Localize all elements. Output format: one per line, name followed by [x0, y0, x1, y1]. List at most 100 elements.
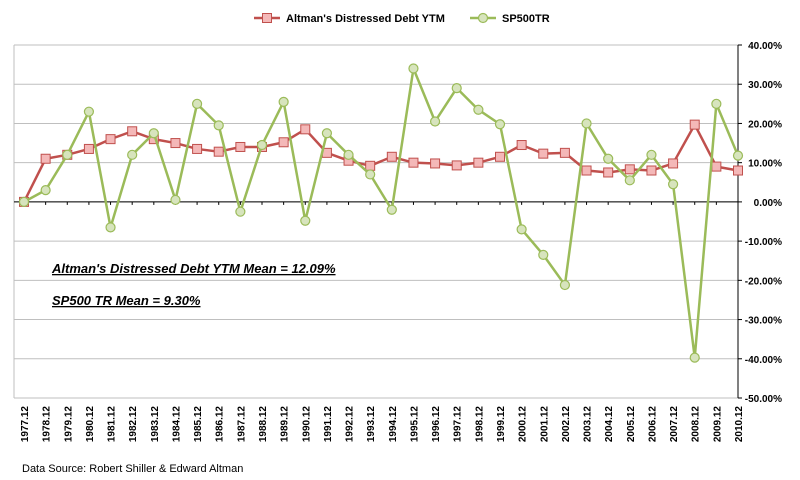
data-point: [429, 116, 441, 127]
legend-marker: [262, 13, 272, 23]
data-point: [451, 83, 462, 94]
data-point: [667, 179, 679, 190]
x-tick-label: 2009.12: [712, 406, 723, 443]
data-point: [559, 147, 570, 158]
x-tick-label: 2001.12: [539, 406, 550, 443]
data-point: [213, 146, 224, 157]
x-tick-label: 1980.12: [85, 406, 96, 443]
data-point: [83, 106, 95, 117]
data-point: [408, 157, 419, 168]
x-tick-label: 1987.12: [236, 406, 247, 443]
data-point: [646, 165, 657, 176]
data-point: [733, 165, 743, 176]
x-tick-label: 2005.12: [626, 406, 637, 443]
data-point: [603, 167, 614, 178]
data-point: [473, 104, 484, 115]
x-tick-label: 1994.12: [388, 406, 399, 443]
data-point: [516, 224, 527, 235]
data-point: [559, 279, 571, 291]
x-tick-label: 1988.12: [258, 406, 269, 443]
series-line-1: [23, 67, 740, 359]
y-tick-label: 20.00%: [748, 119, 782, 130]
x-tick-label: 1996.12: [431, 406, 442, 443]
data-point: [83, 143, 94, 154]
data-point: [256, 139, 268, 151]
y-tick-label: 0.00%: [754, 198, 782, 209]
data-point: [624, 175, 635, 186]
x-tick-label: 1986.12: [215, 406, 226, 443]
data-point: [689, 119, 700, 130]
data-point: [321, 128, 333, 139]
data-point: [127, 149, 138, 160]
data-point: [365, 169, 376, 180]
data-point: [581, 118, 592, 129]
axis-layer: 40.00% 30.00% 20.00% 10.00% 0.00% -10.00% -20.…: [14, 41, 782, 442]
data-point: [494, 119, 506, 130]
data-point: [300, 124, 311, 135]
data-point: [386, 151, 397, 162]
data-point: [668, 158, 679, 169]
x-tick-label: 1977.12: [20, 406, 31, 443]
x-tick-label: 1991.12: [323, 406, 334, 443]
y-tick-label: 10.00%: [748, 159, 782, 170]
x-tick-label: 1990.12: [301, 406, 312, 443]
data-point: [278, 137, 289, 148]
x-tick-label: 2006.12: [647, 406, 658, 443]
data-point: [300, 215, 311, 226]
y-tick-label: -20.00%: [745, 276, 782, 287]
x-tick-label: 2000.12: [518, 406, 529, 443]
x-tick-label: 1993.12: [366, 406, 377, 443]
data-point: [538, 249, 549, 260]
legend: Altman's Distressed Debt YTM SP500TR: [254, 12, 550, 25]
y-tick-label: -30.00%: [745, 316, 782, 327]
data-point: [148, 128, 159, 139]
y-tick-label: 30.00%: [748, 80, 782, 91]
data-point: [62, 149, 73, 160]
data-point: [105, 222, 116, 233]
data-point: [170, 138, 181, 149]
data-point: [516, 140, 527, 151]
data-point: [127, 126, 138, 137]
legend-label: SP500TR: [502, 13, 550, 25]
x-tick-label: 2002.12: [561, 406, 572, 443]
data-source-note: Data Source: Robert Shiller & Edward Alt…: [22, 463, 243, 475]
y-tick-label: -10.00%: [745, 237, 782, 248]
data-point: [365, 160, 376, 171]
data-point: [343, 149, 354, 160]
x-tick-label: 2003.12: [583, 406, 594, 443]
data-point: [191, 98, 203, 109]
x-tick-label: 1997.12: [453, 406, 464, 443]
data-point: [603, 153, 614, 164]
data-point: [646, 149, 657, 160]
data-point: [581, 165, 592, 176]
data-point: [473, 157, 484, 168]
data-point: [711, 161, 722, 172]
legend-label: Altman's Distressed Debt YTM: [286, 13, 445, 25]
data-point: [213, 120, 224, 131]
x-tick-label: 1985.12: [193, 406, 204, 443]
data-point: [732, 150, 744, 161]
x-tick-label: 1982.12: [128, 406, 139, 443]
data-point: [538, 148, 549, 159]
x-tick-label: 1989.12: [280, 406, 291, 443]
x-tick-label: 1999.12: [496, 406, 507, 443]
data-point: [278, 96, 289, 107]
data-point: [40, 185, 51, 196]
x-tick-label: 2010.12: [734, 406, 745, 443]
x-tick-label: 2008.12: [691, 406, 702, 443]
data-point: [235, 141, 246, 152]
x-tick-label: 1998.12: [474, 406, 485, 443]
x-tick-label: 1983.12: [150, 406, 161, 443]
data-point: [408, 63, 419, 74]
data-point: [624, 164, 635, 175]
y-tick-label: 40.00%: [748, 41, 782, 52]
data-point: [495, 151, 505, 162]
grid-layer: [13, 44, 738, 399]
x-tick-label: 1979.12: [63, 406, 74, 443]
x-tick-label: 1981.12: [107, 406, 118, 443]
x-tick-label: 1984.12: [171, 406, 182, 443]
data-point: [170, 194, 181, 206]
data-point: [40, 153, 51, 164]
y-tick-label: -50.00%: [745, 394, 782, 405]
